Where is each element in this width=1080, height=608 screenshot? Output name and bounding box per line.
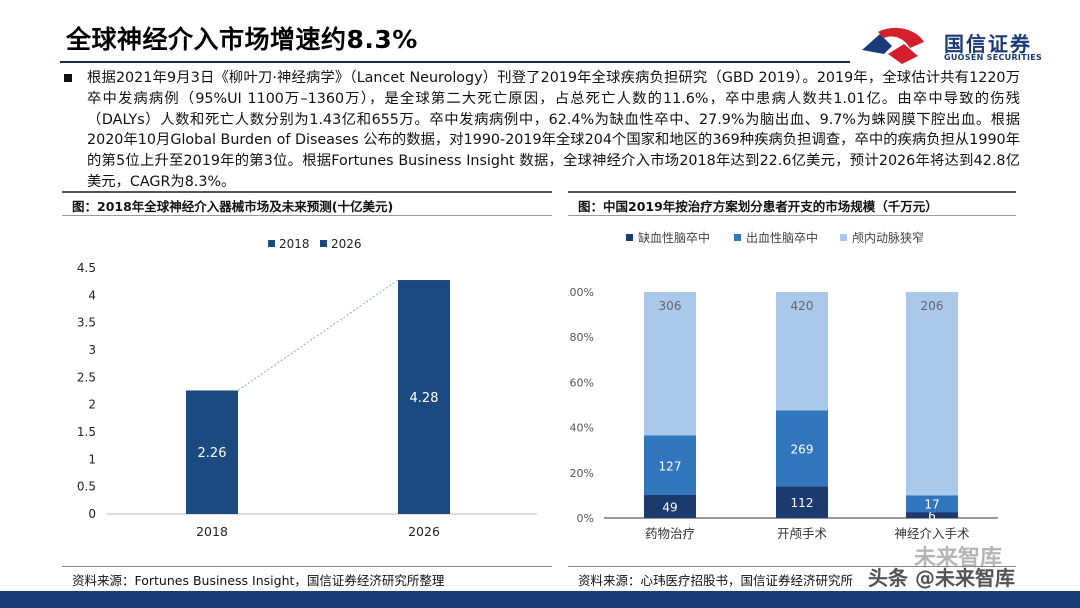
x-tick-label: 药物治疗 xyxy=(645,526,695,541)
right-section-rule xyxy=(568,191,1016,193)
watermark-bottom: 头条 @未来智库 xyxy=(868,566,1015,590)
y-tick-label: 40% xyxy=(570,422,594,435)
segment-value-label: 17 xyxy=(924,498,939,512)
y-tick-label: 100% xyxy=(568,286,594,299)
bar-segment xyxy=(906,495,958,513)
bar-2026 xyxy=(398,280,450,514)
bar-2018 xyxy=(186,390,238,514)
y-tick-label: 4.5 xyxy=(77,261,96,275)
segment-value-label: 420 xyxy=(791,299,814,313)
page-title: 全球神经介入市场增速约8.3% xyxy=(66,25,418,54)
bar-segment xyxy=(906,512,958,518)
logo-english-name: GUOSEN SECURITIES xyxy=(944,53,1043,62)
y-tick-label: 80% xyxy=(570,331,594,344)
legend-swatch-2018 xyxy=(268,240,275,247)
y-tick-label: 0 xyxy=(88,507,96,521)
segment-value-label: 112 xyxy=(791,496,814,510)
left-section-rule xyxy=(62,191,552,193)
left-section-subrule xyxy=(62,215,552,216)
y-tick-label: 1.5 xyxy=(77,425,96,439)
right-source-rule xyxy=(568,566,1016,567)
x-tick-label: 2018 xyxy=(196,524,228,539)
legend-label: 颅内动脉狭窄 xyxy=(852,230,924,245)
x-tick-label: 神经介入手术 xyxy=(894,526,970,541)
bar-segment xyxy=(644,292,696,436)
legend-label: 出血性脑卒中 xyxy=(746,230,818,245)
title-underline xyxy=(60,61,850,63)
segment-value-label: 306 xyxy=(659,299,682,313)
y-tick-label: 4 xyxy=(88,288,96,302)
y-tick-label: 20% xyxy=(570,467,594,480)
legend-label: 缺血性脑卒中 xyxy=(638,230,710,245)
segment-value-label: 6 xyxy=(928,509,936,523)
left-source: 资料来源：Fortunes Business Insight，国信证券经济研究所… xyxy=(72,573,445,588)
intro-paragraph: 根据2021年9月3日《柳叶刀·神经病学》（Lancet Neurology）刊… xyxy=(60,68,1020,193)
y-tick-label: 2 xyxy=(88,398,96,412)
left-chart-heading: 图：2018年全球神经介入器械市场及未来预测(十亿美元) xyxy=(72,199,394,214)
legend-label-2026: 2026 xyxy=(331,237,362,251)
segment-value-label: 206 xyxy=(921,299,944,313)
bar-value-label: 2.26 xyxy=(198,446,227,461)
bar-segment xyxy=(776,292,828,411)
legend-swatch xyxy=(840,234,847,241)
left-bar-chart: 2018 2026 0 0.5 1 1.5 2 2.5 3 3.5 4 4.5 2.26 2018 4.28… xyxy=(77,237,537,539)
legend-label-2018: 2018 xyxy=(279,237,310,251)
y-tick-label: 0% xyxy=(577,512,594,525)
y-tick-label: 60% xyxy=(570,376,594,389)
x-tick-label: 开颅手术 xyxy=(777,526,828,541)
bar-segment xyxy=(776,410,828,487)
guosen-logo-icon xyxy=(862,27,924,64)
segment-value-label: 127 xyxy=(659,459,682,473)
growth-trend-line xyxy=(237,279,399,391)
footer-bar xyxy=(0,591,1080,608)
watermark-top: 未来智库 xyxy=(914,546,1003,571)
legend-swatch xyxy=(734,234,741,241)
bullet-square-icon xyxy=(64,74,72,82)
bar-segment xyxy=(644,435,696,496)
bar-value-label: 4.28 xyxy=(410,391,439,406)
y-tick-label: 0.5 xyxy=(77,480,96,494)
y-tick-label: 3.5 xyxy=(77,316,96,330)
right-chart-heading: 图：中国2019年按治疗方案划分患者开支的市场规模（千万元） xyxy=(578,199,938,214)
left-source-rule xyxy=(62,566,552,567)
segment-value-label: 49 xyxy=(662,501,677,515)
logo-chinese-name: 国信证券 xyxy=(944,32,1032,56)
right-source: 资料来源：心玮医疗招股书，国信证券经济研究所 xyxy=(578,573,854,588)
bar-segment xyxy=(644,495,696,518)
segment-value-label: 269 xyxy=(791,442,814,456)
x-tick-label: 2026 xyxy=(408,524,440,539)
intro-text: 根据2021年9月3日《柳叶刀·神经病学》（Lancet Neurology）刊… xyxy=(87,70,1020,190)
legend-swatch-2026 xyxy=(320,240,327,247)
y-tick-label: 2.5 xyxy=(77,370,96,384)
bar-segment xyxy=(906,292,958,496)
legend-swatch xyxy=(626,234,633,241)
y-tick-label: 1 xyxy=(88,452,96,466)
bar-segment xyxy=(776,486,828,518)
y-tick-label: 3 xyxy=(88,343,96,357)
right-stacked-chart: 缺血性脑卒中 出血性脑卒中 颅内动脉狭窄 0% 20% 40% 60% 80% 100% 49 12… xyxy=(568,230,998,541)
right-section-subrule xyxy=(568,215,1016,216)
